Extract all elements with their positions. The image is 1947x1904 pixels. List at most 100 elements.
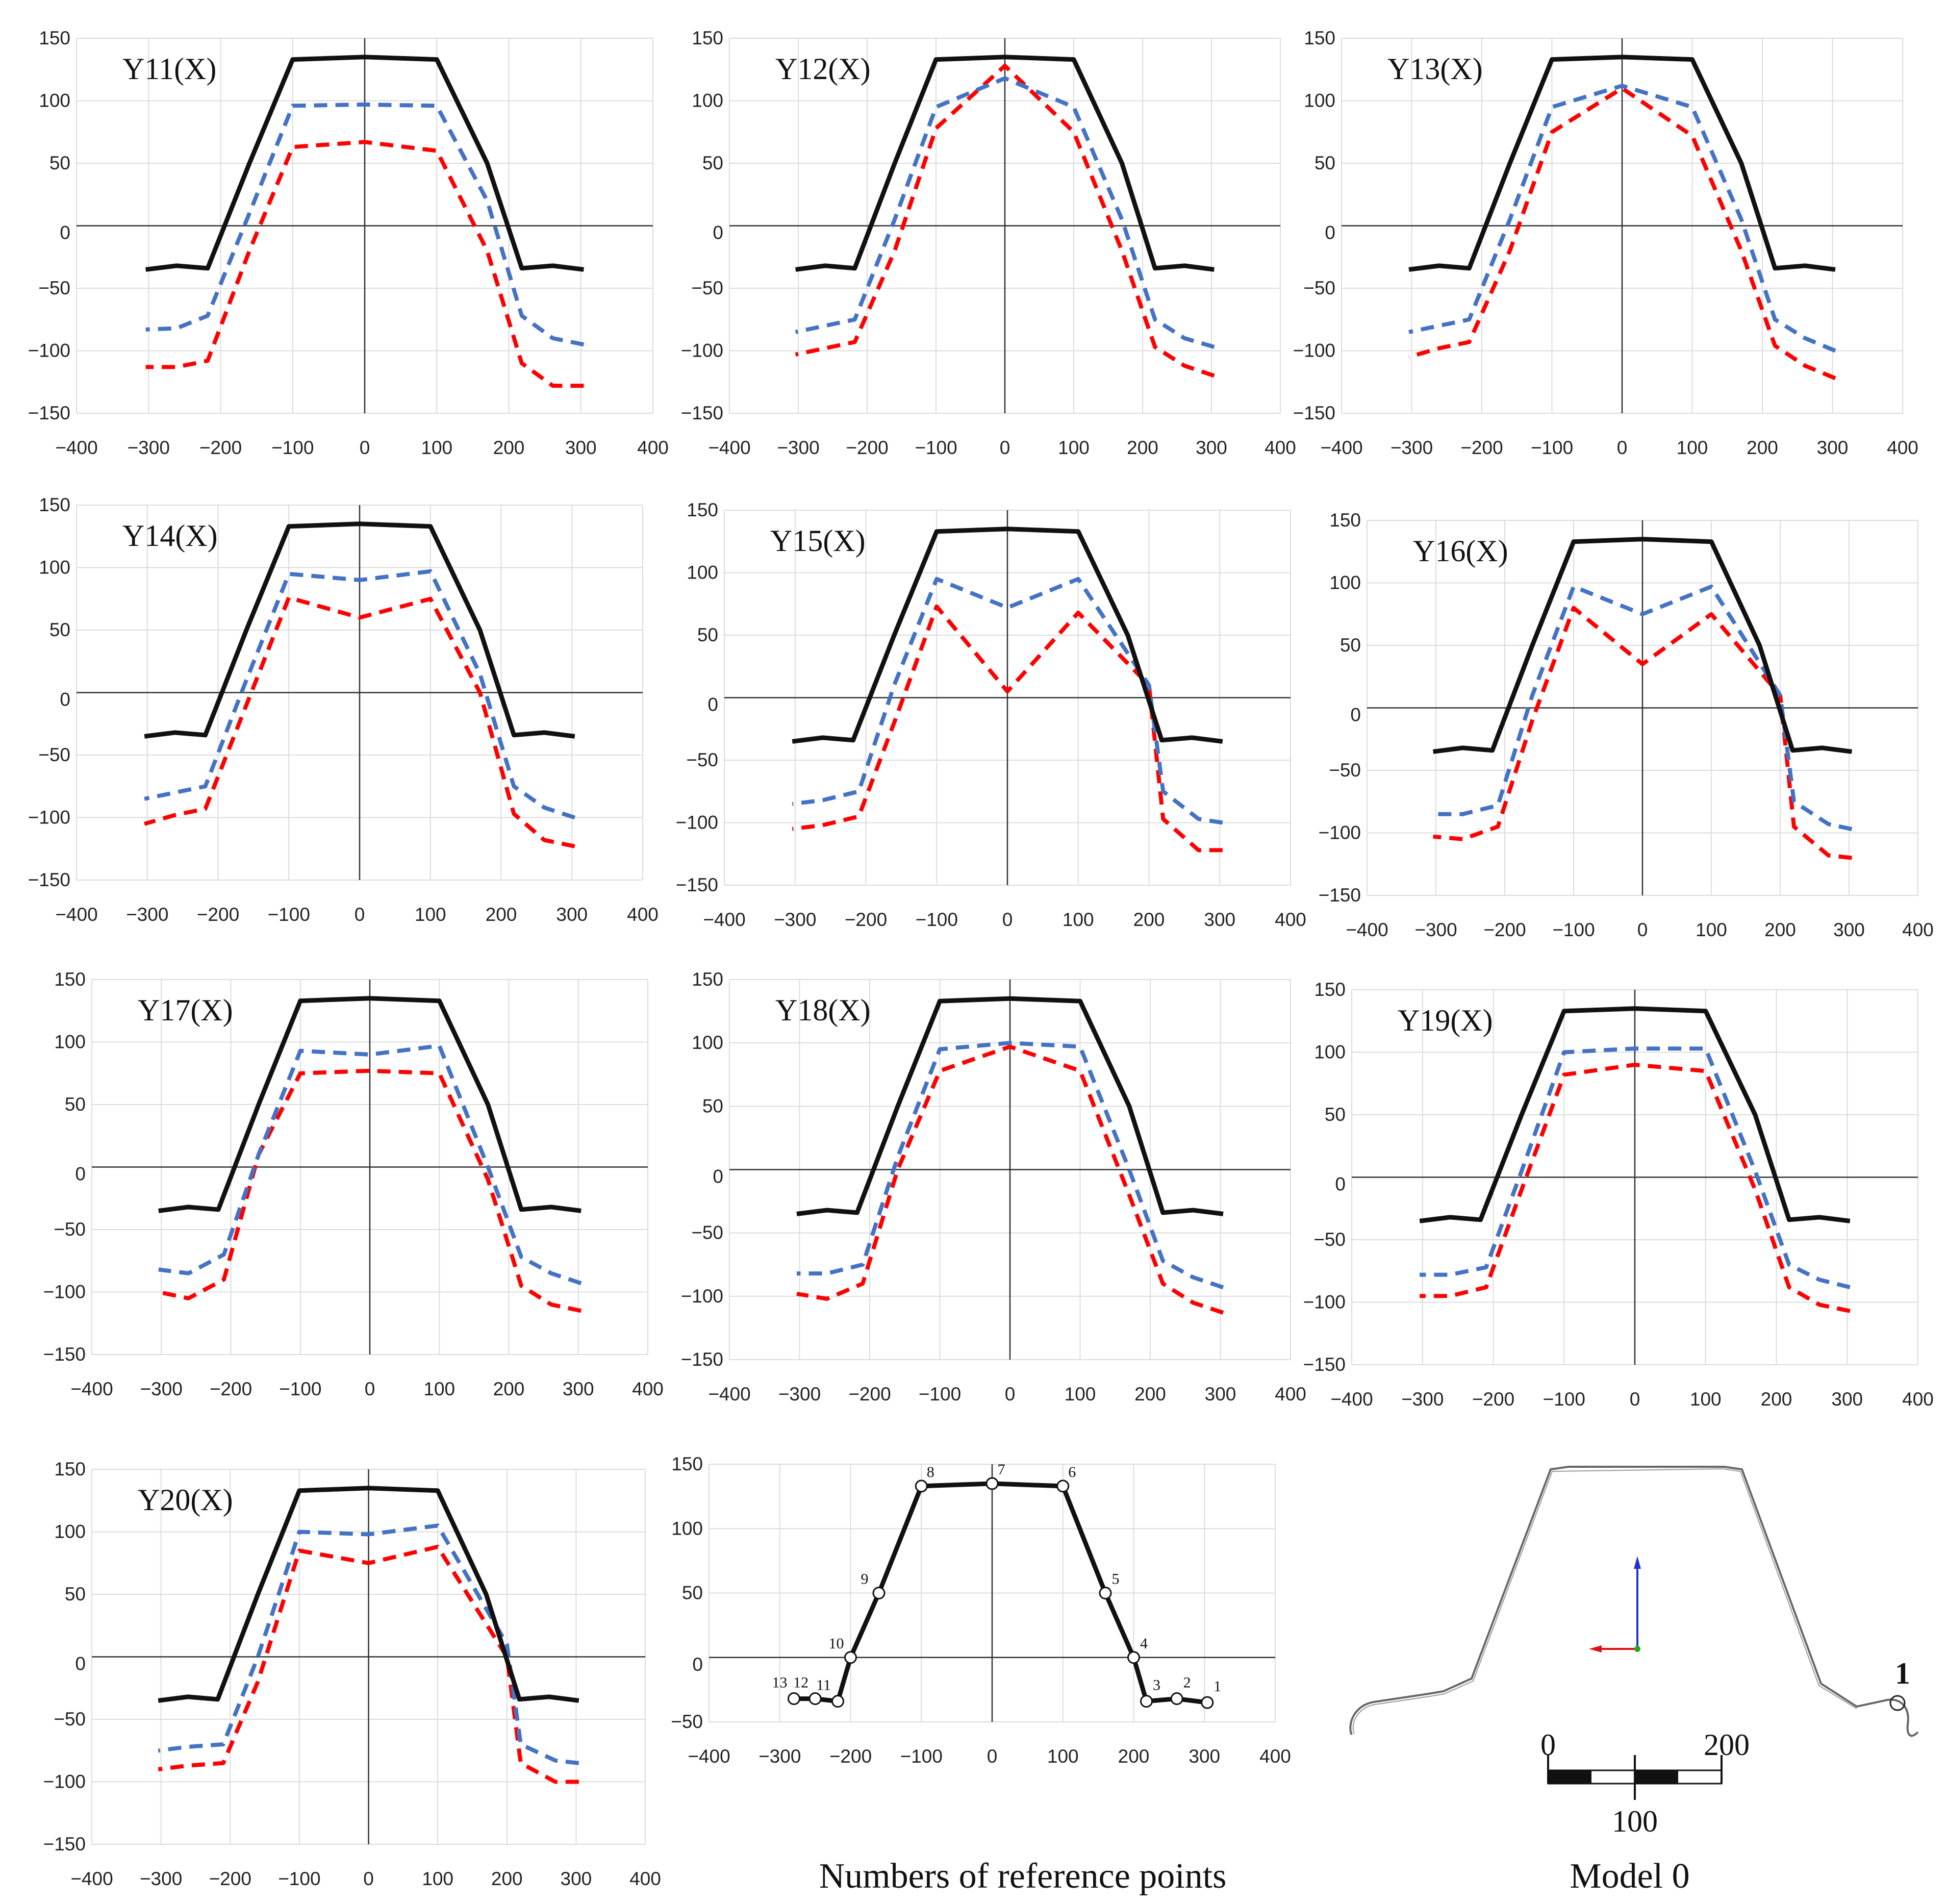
- y-tick-label: 150: [692, 969, 723, 990]
- reference-point-marker: [788, 1692, 800, 1706]
- x-tick-label: −300: [1401, 1389, 1444, 1410]
- x-tick-label: −400: [703, 909, 745, 930]
- y-tick-label: −150: [28, 403, 70, 423]
- y-tick-label: −50: [691, 278, 723, 298]
- reference-point-marker: [1201, 1696, 1214, 1709]
- panel-title: Y13(X): [1387, 52, 1483, 86]
- x-tick-label: 400: [1259, 1746, 1291, 1767]
- series-line-reference: [796, 996, 1224, 1216]
- x-tick-label: 200: [486, 904, 517, 925]
- y-tick-label: −150: [28, 869, 70, 890]
- y-tick-label: 50: [65, 1094, 86, 1115]
- x-tick-label: −200: [829, 1746, 872, 1767]
- x-tick-label: −200: [199, 437, 242, 458]
- model-0-panel: 1 0 200 100 Model 0: [1349, 1466, 1919, 1896]
- x-tick-label: −100: [271, 437, 314, 458]
- x-tick-label: −400: [55, 904, 97, 925]
- y-tick-label: 50: [702, 153, 723, 173]
- series-line-blue: [145, 102, 585, 347]
- x-tick-label: 300: [1205, 1384, 1236, 1405]
- reference-point-label: 13: [772, 1674, 788, 1691]
- y-tick-label: 150: [1304, 28, 1335, 48]
- panel-Y15: −400 −300 −200 −100 0 100 200 300 400 150 100 50 0 −5…: [676, 499, 1306, 930]
- x-tick-label: 300: [1817, 437, 1849, 458]
- x-tick-label: 400: [1902, 919, 1934, 940]
- scale-label-200: 200: [1704, 1728, 1750, 1762]
- x-tick-label: −100: [900, 1746, 943, 1767]
- x-tick-label: 0: [1000, 437, 1010, 458]
- x-tick-label: −400: [55, 437, 97, 458]
- series-line-blue: [158, 1523, 579, 1765]
- x-tick-label: 100: [1058, 437, 1090, 458]
- x-tick-label: 0: [987, 1746, 998, 1767]
- x-tick-label: 400: [627, 904, 659, 925]
- x-tick-label: 300: [556, 904, 588, 925]
- x-tick-label: −300: [1414, 919, 1457, 940]
- scale-label-0: 0: [1540, 1728, 1556, 1762]
- reference-point-marker: [1140, 1695, 1153, 1708]
- series-line-blue: [158, 1043, 582, 1286]
- x-tick-label: 100: [423, 1379, 455, 1399]
- x-tick-label: −200: [845, 909, 887, 930]
- series-line-blue: [144, 569, 576, 820]
- x-tick-label: 200: [1747, 437, 1778, 458]
- y-tick-label: 0: [1335, 1174, 1346, 1195]
- y-tick-label: −150: [681, 403, 723, 423]
- reference-point-marker: [1056, 1480, 1070, 1493]
- x-tick-label: −200: [1472, 1389, 1514, 1410]
- y-tick-label: −50: [38, 278, 70, 298]
- model-caption: Model 0: [1570, 1857, 1689, 1896]
- y-tick-label: −50: [38, 744, 70, 765]
- x-tick-label: 100: [422, 1868, 453, 1889]
- y-tick-label: 100: [687, 562, 718, 583]
- x-tick-label: −100: [919, 1384, 961, 1405]
- reference-point-marker: [831, 1695, 845, 1708]
- y-tick-label: 150: [54, 1459, 86, 1480]
- y-tick-label: −100: [1293, 340, 1335, 361]
- reference-point-label: 1: [1895, 1657, 1910, 1690]
- x-tick-label: 400: [637, 437, 669, 458]
- y-tick-label: 50: [65, 1584, 86, 1605]
- x-tick-label: −100: [1531, 437, 1573, 458]
- x-tick-label: 0: [1005, 1384, 1016, 1405]
- x-tick-label: −100: [268, 904, 310, 925]
- y-tick-label: 50: [1340, 635, 1361, 656]
- series-line-reference: [145, 55, 584, 272]
- x-tick-label: −400: [708, 1384, 750, 1405]
- panel-title: Y15(X): [770, 524, 866, 558]
- x-tick-label: −200: [848, 1384, 891, 1405]
- reference-point-marker: [1889, 1695, 1906, 1711]
- y-tick-label: 0: [75, 1654, 86, 1674]
- x-tick-label: 100: [1047, 1746, 1079, 1767]
- panel-Y14: −400 −300 −200 −100 0 100 200 300 400 150 100 50 0 −5…: [28, 494, 659, 925]
- y-tick-label: 0: [60, 222, 70, 243]
- series-line-reference: [792, 527, 1223, 744]
- x-tick-label: 400: [1265, 437, 1296, 458]
- y-tick-label: −150: [43, 1344, 86, 1365]
- y-tick-label: −50: [1303, 278, 1335, 298]
- x-tick-label: −200: [210, 1379, 252, 1399]
- reference-point-label: 12: [793, 1674, 808, 1691]
- y-tick-label: 100: [39, 90, 70, 111]
- series-line-red: [1420, 1063, 1851, 1313]
- reference-points-caption: Numbers of reference points: [819, 1857, 1227, 1896]
- y-tick-label: 0: [1325, 222, 1335, 243]
- x-tick-label: 0: [1630, 1389, 1640, 1410]
- x-tick-label: −400: [1346, 919, 1388, 940]
- y-tick-label: −100: [1319, 822, 1361, 843]
- x-tick-label: 200: [493, 437, 525, 458]
- x-tick-label: 400: [1275, 909, 1306, 930]
- y-tick-label: 150: [671, 1454, 703, 1474]
- reference-point-label: 9: [861, 1571, 869, 1588]
- series-line-reference: [158, 1486, 579, 1703]
- y-tick-label: 50: [682, 1583, 703, 1604]
- y-tick-label: −100: [676, 812, 718, 833]
- x-tick-label: 200: [1764, 919, 1796, 940]
- y-tick-label: −150: [1293, 403, 1335, 423]
- series-line-red: [1433, 606, 1852, 860]
- y-tick-label: 50: [1325, 1104, 1346, 1125]
- reference-point-marker: [872, 1587, 886, 1599]
- x-tick-label: −400: [1320, 437, 1362, 458]
- y-tick-label: −50: [1313, 1229, 1346, 1250]
